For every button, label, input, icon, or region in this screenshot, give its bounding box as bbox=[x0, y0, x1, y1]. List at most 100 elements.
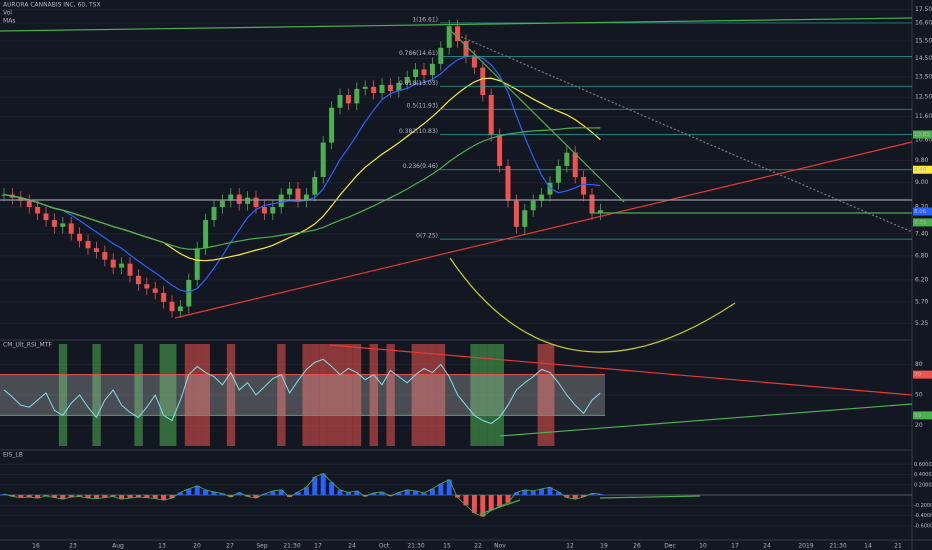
eis-bar bbox=[127, 495, 133, 499]
rsi-highlight bbox=[310, 344, 320, 446]
date-label: 10 bbox=[699, 543, 707, 550]
eis-bar bbox=[421, 492, 427, 495]
candle-body bbox=[362, 86, 368, 89]
candle-body bbox=[539, 194, 545, 201]
date-label: 26 bbox=[633, 543, 641, 550]
candle-body bbox=[228, 194, 234, 201]
date-label: 2019 bbox=[798, 543, 813, 550]
eis-bar bbox=[320, 473, 326, 495]
eis-tick-label: 0.4000 bbox=[914, 472, 932, 478]
candle-body bbox=[471, 56, 477, 68]
candle-body bbox=[253, 197, 259, 208]
rsi-highlight bbox=[411, 344, 420, 446]
candle-body bbox=[60, 223, 66, 227]
candle-body bbox=[446, 26, 452, 48]
price-tag bbox=[913, 218, 932, 227]
candle-body bbox=[161, 292, 167, 302]
symbol-title: AURORA CANNABIS INC, 60, TSX bbox=[3, 2, 101, 9]
eis-bar bbox=[9, 495, 15, 497]
eis-bar bbox=[26, 495, 32, 498]
candle-body bbox=[488, 95, 494, 136]
candle-body bbox=[505, 165, 511, 201]
eis-tick-label: -0.2000 bbox=[914, 503, 932, 509]
rsi-highlight bbox=[277, 344, 286, 446]
rsi-highlight bbox=[369, 344, 378, 446]
price-tag-label: 30 bbox=[914, 413, 921, 419]
date-label: 13 bbox=[158, 543, 166, 550]
trendline bbox=[449, 29, 625, 203]
rsi-tick-label: 50 bbox=[915, 392, 923, 399]
eis-bar bbox=[589, 493, 595, 495]
candle-body bbox=[320, 142, 326, 178]
eis-bar bbox=[530, 490, 536, 495]
rsi-tick-label: 80 bbox=[915, 361, 923, 368]
date-label: Sep bbox=[256, 543, 268, 550]
candle-body bbox=[387, 84, 393, 91]
price-tag bbox=[913, 411, 932, 420]
eis-bar bbox=[169, 495, 175, 499]
candle-body bbox=[93, 248, 99, 253]
eis-bar bbox=[387, 495, 393, 497]
candle-body bbox=[522, 210, 528, 227]
eis-bar bbox=[287, 495, 293, 498]
eis-bar bbox=[43, 495, 49, 497]
price-tick-label: 6.20 bbox=[915, 276, 929, 283]
fib-label: 0.786(14.61) bbox=[399, 50, 438, 57]
candle-body bbox=[530, 200, 536, 211]
eis-bar bbox=[404, 489, 410, 495]
rsi-highlight bbox=[168, 344, 177, 446]
rsi-highlight bbox=[386, 344, 395, 446]
rsi-highlight bbox=[344, 344, 353, 446]
candle-body bbox=[102, 252, 108, 260]
price-tick-label: 8.20 bbox=[915, 204, 929, 211]
date-label: 21 bbox=[894, 543, 902, 550]
candle-body bbox=[177, 306, 183, 312]
price-tick-label: 5.25 bbox=[915, 320, 929, 327]
rsi-highlight bbox=[428, 344, 437, 446]
date-label: 27 bbox=[226, 543, 234, 550]
eis-bar bbox=[186, 488, 192, 495]
candle-body bbox=[219, 200, 225, 208]
candle-body bbox=[329, 107, 335, 143]
eis-bar bbox=[329, 482, 335, 495]
date-label: 23 bbox=[69, 543, 77, 550]
candle-body bbox=[581, 177, 587, 195]
rsi-highlight bbox=[470, 344, 479, 446]
candle-body bbox=[186, 279, 192, 307]
trendline bbox=[329, 344, 913, 396]
eis-bar bbox=[77, 495, 83, 497]
rsi-highlight bbox=[327, 344, 336, 446]
fib-label: 0.236(9.46) bbox=[403, 163, 438, 170]
eis-bar bbox=[161, 495, 167, 501]
price-tick-label: 5.70 bbox=[915, 298, 929, 305]
price-tick-label: 6.80 bbox=[915, 252, 929, 259]
eis-bar bbox=[295, 491, 301, 495]
candle-body bbox=[379, 84, 385, 93]
price-tick-label: 7.40 bbox=[915, 230, 929, 237]
candle-body bbox=[77, 233, 83, 241]
fib-label: 0.382(10.83) bbox=[399, 128, 438, 135]
rsi-highlight bbox=[478, 344, 488, 446]
eis-bar bbox=[194, 485, 200, 495]
candle-body bbox=[211, 207, 217, 221]
candle-body bbox=[169, 301, 175, 312]
candle-body bbox=[51, 220, 57, 227]
date-label: 17 bbox=[731, 543, 739, 550]
price-tick-label: 10.60 bbox=[915, 137, 932, 144]
price-tag-label: 8.06 bbox=[914, 209, 927, 215]
candle-body bbox=[597, 210, 603, 214]
candle-body bbox=[85, 240, 91, 249]
eis-bar bbox=[219, 493, 225, 495]
moving-average bbox=[3, 127, 601, 250]
candle-body bbox=[564, 152, 570, 166]
price-tag bbox=[913, 165, 932, 174]
eis-bar bbox=[413, 490, 419, 495]
candle-body bbox=[261, 207, 267, 214]
date-label: 17 bbox=[314, 543, 322, 550]
eis-bar bbox=[312, 477, 318, 495]
date-label: 12 bbox=[566, 543, 574, 550]
price-tick-label: 9.00 bbox=[915, 179, 929, 186]
eis-bar bbox=[60, 495, 66, 500]
candle-body bbox=[555, 165, 561, 183]
